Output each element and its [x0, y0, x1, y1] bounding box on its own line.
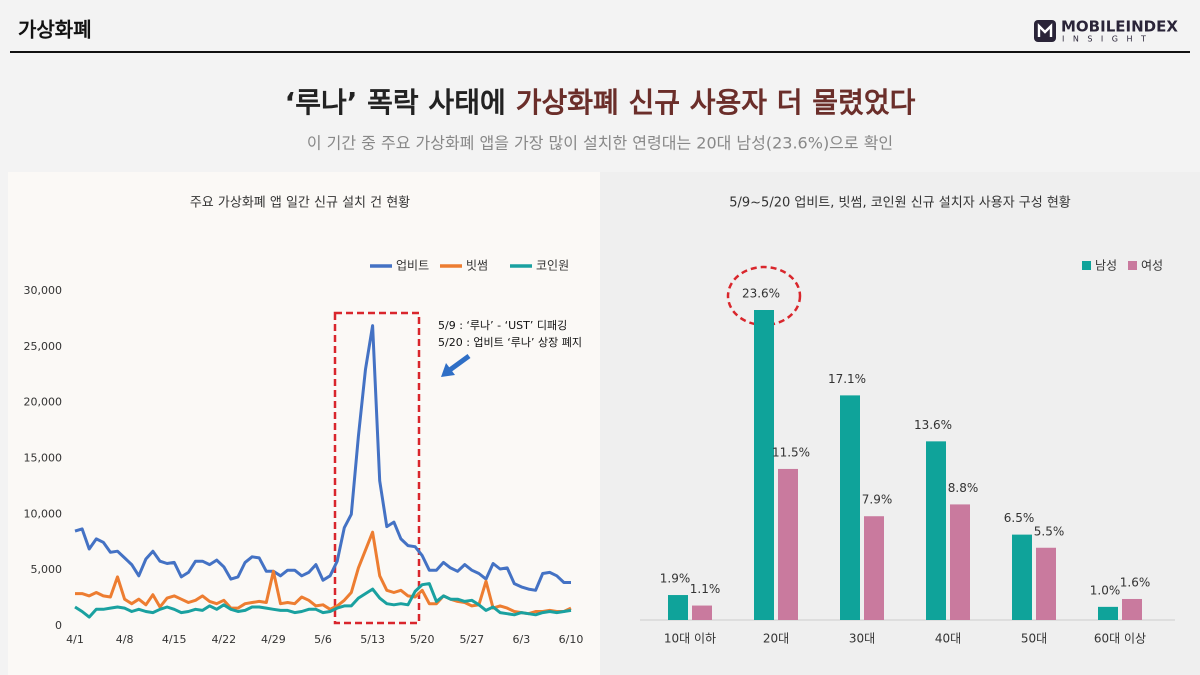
right-panel	[600, 172, 1200, 675]
bar	[754, 310, 774, 620]
bar	[864, 516, 884, 620]
headline-lead: ‘루나’ 폭락 사태에	[285, 86, 506, 119]
x-tick-label: 5/13	[360, 633, 385, 646]
bar	[1098, 606, 1118, 620]
subtitle: 이 기간 중 주요 가상화폐 앱을 가장 많이 설치한 연령대는 20대 남성(…	[307, 134, 893, 153]
y-tick-label: 30,000	[24, 284, 63, 297]
x-tick-label: 4/8	[116, 633, 134, 646]
legend-label: 업비트	[396, 259, 429, 273]
y-tick-label: 25,000	[24, 340, 63, 353]
y-tick-label: 0	[55, 619, 62, 632]
annotation: 5/20 : 업비트 ‘루나’ 상장 폐지	[438, 336, 582, 349]
series-line	[75, 530, 572, 616]
x-tick-label: 60대 이상	[1094, 632, 1146, 646]
x-tick-label: 5/6	[314, 633, 332, 646]
legend-label: 코인원	[536, 259, 569, 273]
series-line	[74, 324, 571, 592]
logo-glyph	[1037, 23, 1053, 37]
chart-title: 주요 가상화폐 앱 일간 신규 설치 건 현황	[190, 196, 410, 211]
headline-highlight: 가상화폐 신규 사용자 더 몰렸었다	[516, 86, 916, 119]
chart-title: 5/9~5/20 업비트, 빗썸, 코인원 신규 설치자 사용자 구성 현황	[729, 196, 1071, 211]
x-tick-label: 4/29	[261, 633, 286, 646]
section-title: 가상화폐	[18, 18, 92, 42]
data-label: 1.1%	[690, 582, 721, 596]
x-tick-label: 10대 이하	[664, 632, 716, 646]
legend-swatch	[1082, 261, 1091, 270]
x-tick-label: 40대	[935, 632, 961, 646]
x-tick-label: 4/1	[66, 633, 84, 646]
headline: ‘루나’ 폭락 사태에 가상화폐 신규 사용자 더 몰렸었다	[285, 86, 916, 119]
bar	[778, 468, 798, 620]
left-panel	[8, 172, 600, 675]
bar	[1012, 534, 1032, 620]
x-tick-label: 5/20	[410, 633, 435, 646]
data-label: 17.1%	[828, 372, 866, 386]
x-tick-label: 6/10	[559, 633, 584, 646]
highlight-box	[333, 311, 421, 625]
data-label: 1.0%	[1090, 583, 1121, 597]
bar	[950, 504, 970, 620]
y-tick-label: 20,000	[24, 396, 63, 409]
legend-label: 빗썸	[466, 259, 488, 273]
data-label: 11.5%	[772, 445, 810, 459]
data-label: 13.6%	[914, 418, 952, 432]
logo-subtext: INSIGHT	[1062, 35, 1154, 44]
data-label: 1.9%	[660, 572, 691, 586]
bar	[692, 605, 712, 620]
data-label: 7.9%	[862, 493, 893, 507]
legend-label: 여성	[1141, 259, 1163, 273]
data-label: 1.6%	[1120, 575, 1151, 589]
x-tick-label: 4/15	[162, 633, 187, 646]
y-tick-label: 5,000	[31, 563, 63, 576]
x-tick-label: 5/27	[459, 633, 484, 646]
y-tick-label: 10,000	[24, 507, 63, 520]
bar	[840, 395, 860, 620]
bar	[926, 441, 946, 620]
bar	[1122, 598, 1142, 620]
x-tick-label: 20대	[763, 632, 789, 646]
x-tick-label: 4/22	[211, 633, 236, 646]
logo-text: MOBILEINDEX	[1061, 18, 1178, 36]
legend-label: 남성	[1095, 259, 1117, 273]
annotation: 5/9 : ‘루나’ - ‘UST’ 디패깅	[438, 319, 567, 332]
data-label: 23.6%	[742, 287, 780, 301]
bar	[1036, 547, 1056, 620]
data-label: 8.8%	[948, 481, 979, 495]
legend-swatch	[1128, 261, 1137, 270]
x-tick-label: 6/3	[513, 633, 531, 646]
data-label: 6.5%	[1004, 511, 1035, 525]
bar	[668, 595, 688, 620]
arrow-head	[441, 363, 455, 377]
x-tick-label: 30대	[849, 632, 875, 646]
data-label: 5.5%	[1034, 524, 1065, 538]
y-tick-label: 15,000	[24, 452, 63, 465]
x-tick-label: 50대	[1021, 632, 1047, 646]
series-line	[74, 582, 572, 619]
